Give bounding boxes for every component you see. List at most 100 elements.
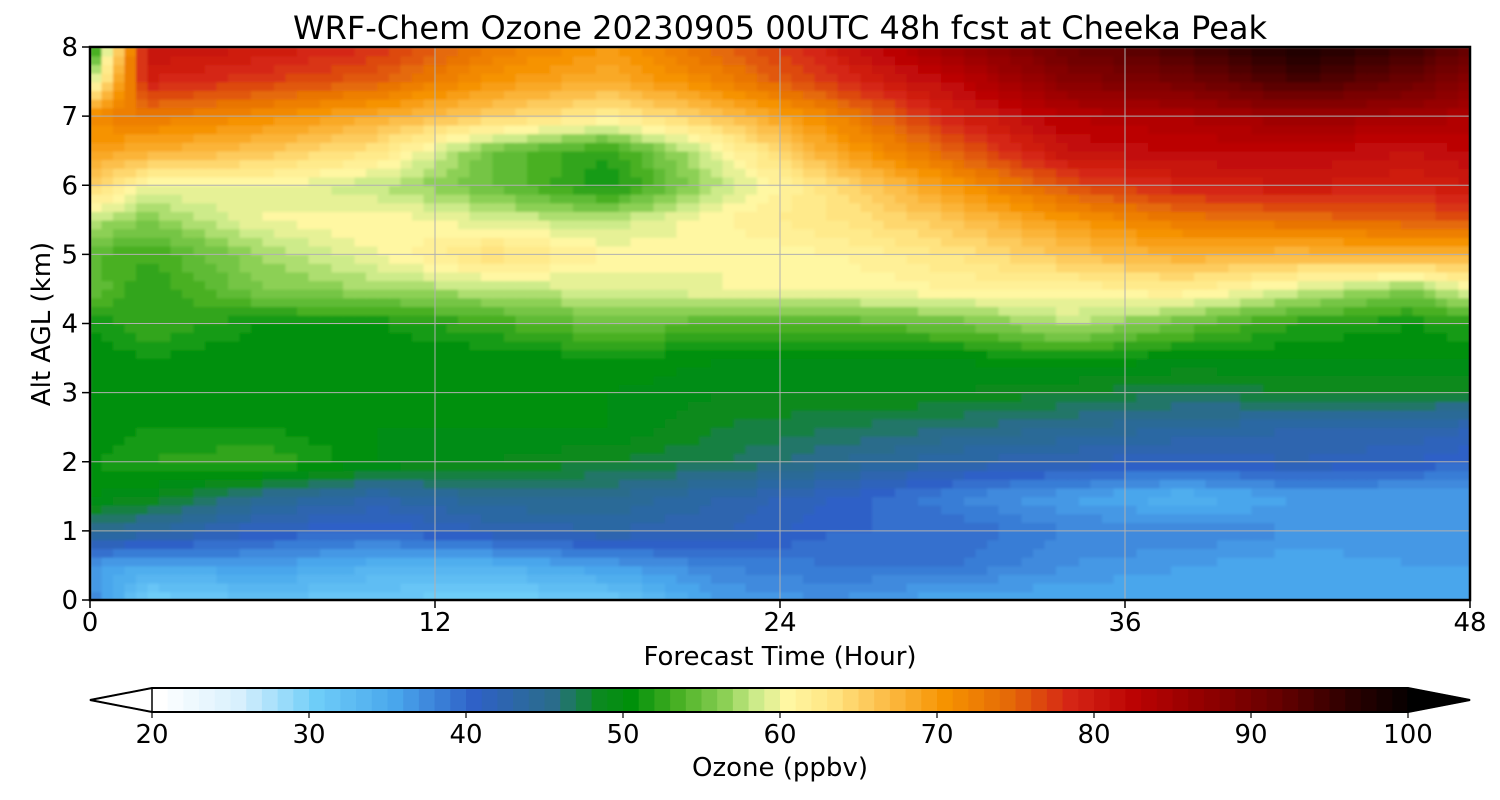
ozone-cell	[1435, 297, 1448, 308]
ozone-cell	[400, 254, 413, 264]
ozone-cell	[170, 263, 183, 273]
ozone-cell	[688, 556, 701, 567]
ozone-cell	[1136, 271, 1149, 282]
ozone-cell	[780, 306, 793, 316]
ozone-cell	[90, 280, 103, 290]
ozone-cell	[113, 504, 126, 515]
ozone-cell	[366, 366, 379, 377]
ozone-cell	[193, 366, 206, 377]
ozone-cell	[872, 280, 885, 290]
ozone-cell	[1263, 513, 1276, 524]
ozone-cell	[159, 314, 172, 325]
ozone-cell	[780, 427, 793, 437]
ozone-cell	[251, 444, 264, 454]
ozone-cell	[435, 401, 448, 411]
ozone-cell	[860, 306, 873, 316]
ozone-cell	[1217, 444, 1230, 454]
ozone-cell	[101, 530, 114, 541]
ozone-cell	[274, 565, 287, 575]
ozone-cell	[803, 453, 816, 463]
ozone-cell	[757, 271, 770, 282]
ozone-cell	[1228, 306, 1241, 316]
ozone-cell	[561, 548, 574, 558]
ozone-cell	[803, 574, 816, 584]
ozone-cell	[1102, 375, 1115, 385]
ozone-cell	[1033, 582, 1046, 593]
ozone-cell	[320, 358, 333, 368]
ozone-cell	[791, 271, 804, 282]
ozone-cell	[837, 591, 850, 600]
ozone-cell	[757, 461, 770, 472]
ozone-cell	[515, 461, 528, 472]
ozone-cell	[1274, 392, 1287, 403]
ozone-cell	[1125, 401, 1138, 411]
ozone-cell	[1194, 453, 1207, 463]
ozone-cell	[377, 340, 390, 351]
ozone-cell	[642, 271, 655, 282]
ozone-cell	[642, 574, 655, 584]
ozone-cell	[849, 582, 862, 593]
ozone-cell	[722, 479, 735, 489]
ozone-cell	[941, 332, 954, 342]
ozone-cell	[1458, 548, 1470, 558]
ozone-cell	[1286, 297, 1299, 308]
ozone-cell	[757, 574, 770, 584]
ozone-cell	[849, 470, 862, 480]
ozone-cell	[1412, 245, 1425, 256]
ozone-cell	[274, 366, 287, 377]
ozone-cell	[1240, 349, 1253, 359]
ozone-cell	[1309, 453, 1322, 463]
ozone-cell	[1102, 496, 1115, 506]
ozone-cell	[1205, 453, 1218, 463]
ozone-cell	[1205, 591, 1218, 600]
ozone-cell	[665, 418, 678, 428]
ozone-cell	[987, 522, 1000, 532]
ozone-cell	[952, 409, 965, 420]
ozone-cell	[1056, 409, 1069, 420]
ozone-cell	[504, 340, 517, 351]
ozone-cell	[354, 591, 367, 600]
ozone-cell	[1297, 522, 1310, 532]
ozone-cell	[803, 349, 816, 359]
ozone-cell	[481, 401, 494, 411]
ozone-cell	[1194, 539, 1207, 549]
ozone-cell	[400, 513, 413, 524]
ozone-cell	[814, 366, 827, 377]
ozone-cell	[1366, 470, 1379, 480]
ozone-cell	[366, 263, 379, 273]
ozone-cell	[1021, 556, 1034, 567]
ozone-cell	[389, 530, 402, 541]
ozone-cell	[285, 453, 298, 463]
ozone-cell	[757, 306, 770, 316]
ozone-cell	[791, 530, 804, 541]
ozone-cell	[228, 314, 241, 325]
ozone-cell	[182, 530, 195, 541]
ozone-cell	[561, 254, 574, 264]
ozone-cell	[1102, 470, 1115, 480]
ozone-cell	[1113, 392, 1126, 403]
ozone-cell	[699, 358, 712, 368]
ozone-cell	[515, 530, 528, 541]
ozone-cell	[1010, 582, 1023, 593]
ozone-cell	[722, 349, 735, 359]
ozone-cell	[1056, 453, 1069, 463]
ozone-cell	[814, 444, 827, 454]
ozone-cell	[1033, 245, 1046, 256]
ozone-cell	[113, 409, 126, 420]
ozone-cell	[239, 237, 252, 247]
ozone-cell	[676, 366, 689, 377]
ozone-cell	[573, 358, 586, 368]
ozone-cell	[446, 340, 459, 351]
ozone-cell	[550, 245, 563, 256]
ozone-cell	[515, 358, 528, 368]
ozone-cell	[1044, 539, 1057, 549]
ozone-cell	[1378, 392, 1391, 403]
ozone-cell	[136, 461, 149, 472]
ozone-cell	[1079, 565, 1092, 575]
ozone-cell	[1320, 574, 1333, 584]
ozone-cell	[1010, 496, 1023, 506]
ozone-cell	[734, 288, 747, 299]
ozone-cell	[469, 574, 482, 584]
ozone-cell	[1309, 349, 1322, 359]
ozone-cell	[860, 340, 873, 351]
